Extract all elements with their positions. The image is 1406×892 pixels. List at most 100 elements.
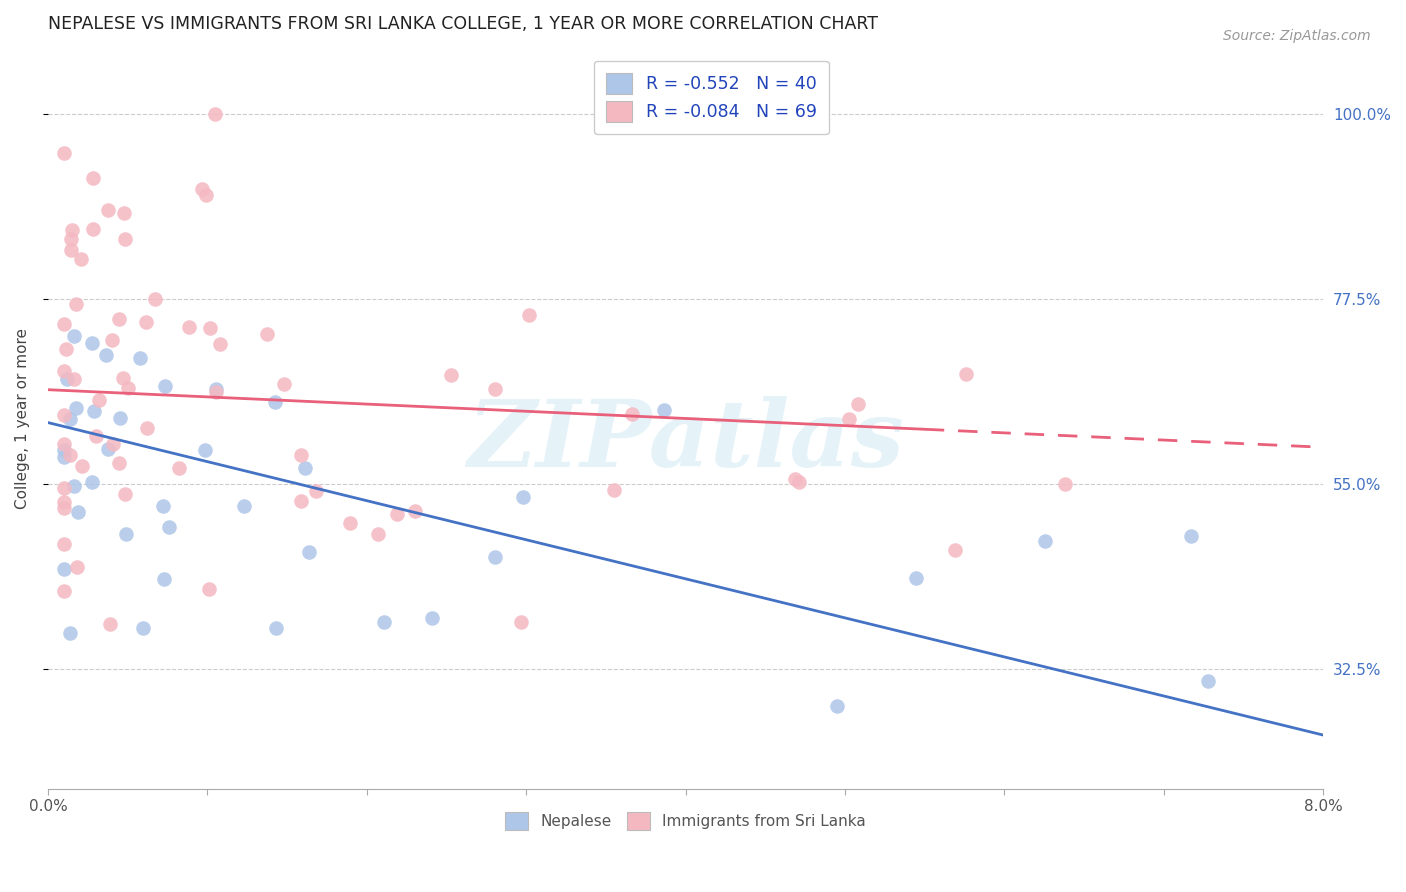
Point xyxy=(60,223,83,237)
Point xyxy=(194,443,217,458)
Point xyxy=(70,458,93,473)
Point xyxy=(197,582,219,596)
Point xyxy=(97,442,120,456)
Point xyxy=(53,584,76,599)
Point xyxy=(194,188,217,202)
Point xyxy=(484,549,506,564)
Point xyxy=(191,182,214,196)
Point xyxy=(70,252,93,266)
Legend: Nepalese, Immigrants from Sri Lanka: Nepalese, Immigrants from Sri Lanka xyxy=(499,805,872,837)
Point xyxy=(264,621,287,635)
Point xyxy=(263,394,285,409)
Point xyxy=(62,479,84,493)
Point xyxy=(1033,534,1056,549)
Text: ZIPatlas: ZIPatlas xyxy=(467,396,904,485)
Point xyxy=(652,403,675,417)
Point xyxy=(59,625,82,640)
Point xyxy=(53,317,76,331)
Point xyxy=(83,403,105,417)
Point xyxy=(114,526,136,541)
Point xyxy=(59,231,82,245)
Point xyxy=(65,297,87,311)
Point xyxy=(153,572,176,586)
Point xyxy=(519,308,541,322)
Point xyxy=(420,611,443,625)
Point xyxy=(59,448,82,462)
Point xyxy=(294,461,316,475)
Point xyxy=(53,442,76,457)
Point xyxy=(108,456,131,470)
Point xyxy=(59,412,82,426)
Point xyxy=(55,343,77,357)
Point xyxy=(129,351,152,365)
Point xyxy=(825,699,848,714)
Point xyxy=(157,519,180,533)
Point xyxy=(103,437,125,451)
Point xyxy=(440,368,463,383)
Point xyxy=(114,232,136,246)
Point xyxy=(87,392,110,407)
Point xyxy=(943,542,966,557)
Point xyxy=(84,429,107,443)
Point xyxy=(204,107,226,121)
Point xyxy=(177,319,200,334)
Point xyxy=(108,411,131,425)
Point xyxy=(512,490,534,504)
Point xyxy=(112,206,135,220)
Point xyxy=(290,494,312,508)
Point xyxy=(404,504,426,518)
Point xyxy=(905,571,928,585)
Point xyxy=(101,334,124,348)
Point xyxy=(98,617,121,632)
Point xyxy=(256,326,278,341)
Point xyxy=(53,408,76,422)
Point xyxy=(80,475,103,489)
Point xyxy=(65,401,87,416)
Point xyxy=(143,292,166,306)
Point xyxy=(63,329,86,343)
Point xyxy=(209,337,232,351)
Point xyxy=(273,377,295,392)
Point xyxy=(1054,476,1077,491)
Point xyxy=(56,372,79,386)
Point xyxy=(132,621,155,635)
Point xyxy=(53,437,76,451)
Point xyxy=(838,412,860,426)
Point xyxy=(305,484,328,499)
Point xyxy=(117,381,139,395)
Point xyxy=(53,537,76,551)
Point xyxy=(621,407,644,421)
Point xyxy=(66,560,89,574)
Point xyxy=(53,146,76,161)
Point xyxy=(114,487,136,501)
Point xyxy=(82,335,104,350)
Point xyxy=(53,562,76,576)
Text: NEPALESE VS IMMIGRANTS FROM SRI LANKA COLLEGE, 1 YEAR OR MORE CORRELATION CHART: NEPALESE VS IMMIGRANTS FROM SRI LANKA CO… xyxy=(48,15,879,33)
Point xyxy=(783,472,806,486)
Point xyxy=(53,450,76,464)
Point xyxy=(787,475,810,489)
Point xyxy=(53,481,76,495)
Point xyxy=(82,170,104,185)
Point xyxy=(339,516,361,531)
Point xyxy=(846,396,869,410)
Point xyxy=(385,507,408,521)
Point xyxy=(59,243,82,257)
Point xyxy=(205,382,228,396)
Point xyxy=(484,382,506,396)
Point xyxy=(1180,529,1202,543)
Point xyxy=(298,545,321,559)
Point xyxy=(290,448,312,462)
Point xyxy=(955,367,977,381)
Point xyxy=(82,222,104,236)
Point xyxy=(135,314,157,328)
Point xyxy=(367,527,389,541)
Point xyxy=(152,499,174,513)
Point xyxy=(155,379,177,393)
Point xyxy=(108,312,131,326)
Point xyxy=(53,494,76,508)
Point xyxy=(96,348,118,362)
Point xyxy=(1197,673,1219,688)
Point xyxy=(111,371,134,385)
Point xyxy=(198,321,221,335)
